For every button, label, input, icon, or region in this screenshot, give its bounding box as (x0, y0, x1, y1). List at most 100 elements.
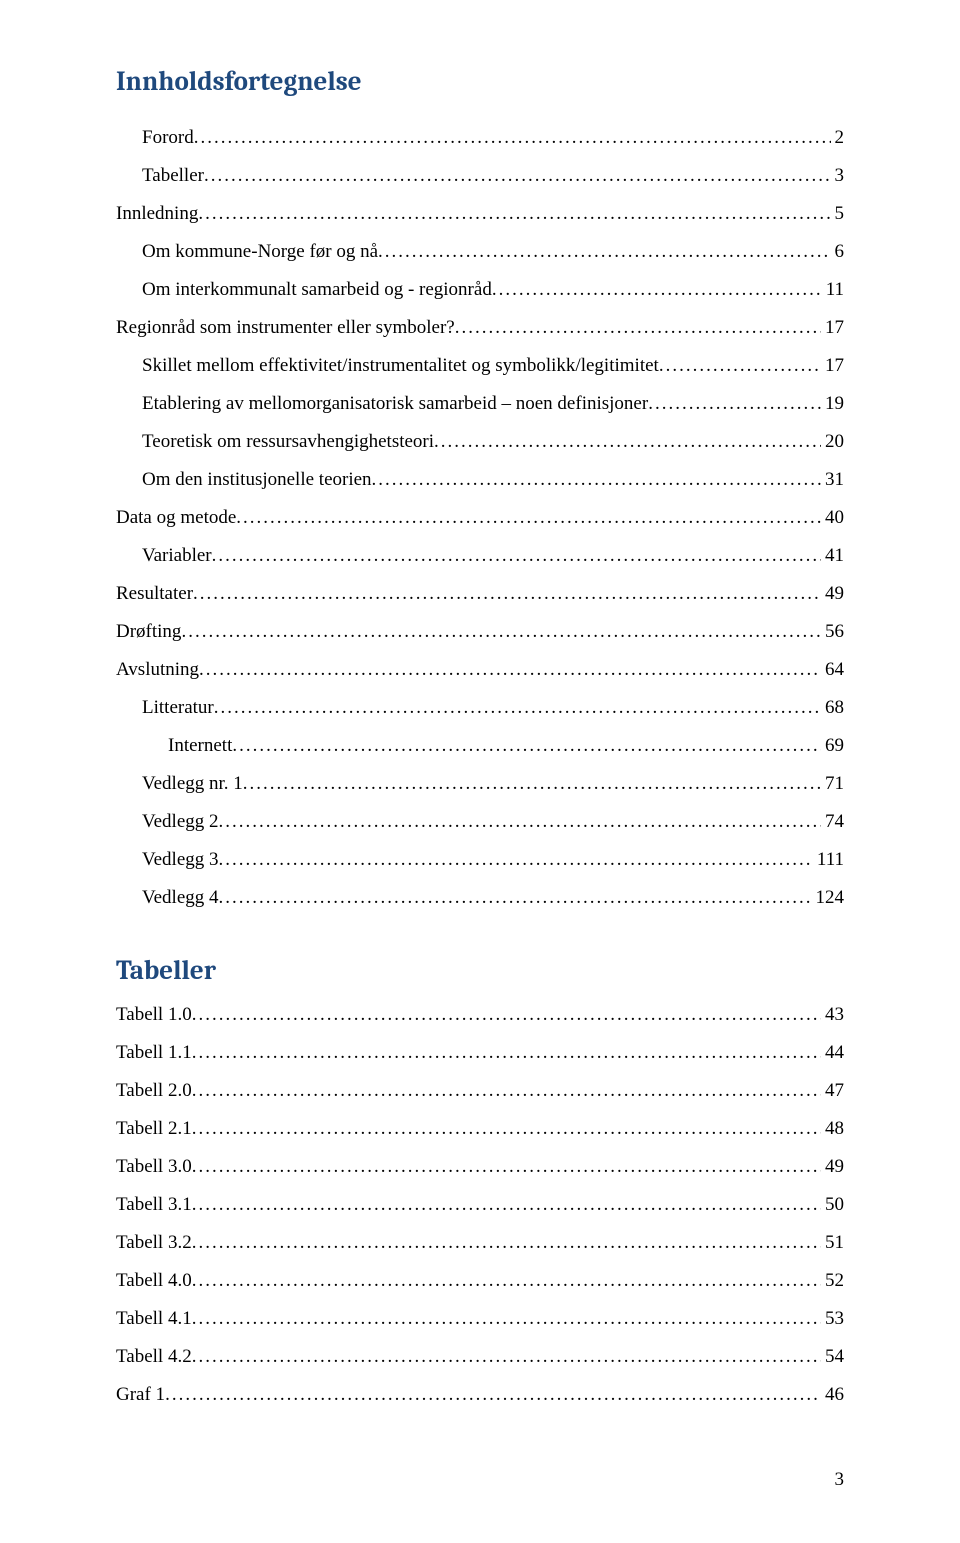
dot-leader (192, 1034, 821, 1072)
toc-entry[interactable]: Vedlegg 3 111 (116, 841, 844, 879)
toc-entry-label: Innledning (116, 195, 198, 233)
dot-leader (232, 727, 821, 765)
toc-entry[interactable]: Data og metode 40 (116, 499, 844, 537)
tables_list-entry-page: 48 (821, 1110, 844, 1148)
toc-entry-page: 2 (831, 119, 845, 157)
toc-entry[interactable]: Om den institusjonelle teorien 31 (116, 461, 844, 499)
toc-entry-label: Om den institusjonelle teorien (142, 461, 372, 499)
tables_list-entry-page: 53 (821, 1300, 844, 1338)
dot-leader (434, 423, 821, 461)
toc-entry-page: 6 (831, 233, 845, 271)
tables_list-entry[interactable]: Tabell 3.1 50 (116, 1186, 844, 1224)
toc-entry[interactable]: Resultater 49 (116, 575, 844, 613)
toc-entry[interactable]: Regionråd som instrumenter eller symbole… (116, 309, 844, 347)
toc-list: Forord 2Tabeller 3Innledning 5Om kommune… (116, 119, 844, 917)
dot-leader (181, 613, 821, 651)
dot-leader (192, 1224, 821, 1262)
toc-entry-label: Etablering av mellomorganisatorisk samar… (142, 385, 648, 423)
dot-leader (192, 1186, 821, 1224)
toc-entry[interactable]: Etablering av mellomorganisatorisk samar… (116, 385, 844, 423)
toc-entry[interactable]: Tabeller 3 (116, 157, 844, 195)
toc-entry-label: Om kommune-Norge før og nå (142, 233, 378, 271)
tables_list-entry[interactable]: Tabell 1.1 44 (116, 1034, 844, 1072)
toc-entry-label: Resultater (116, 575, 193, 613)
tables_list-entry-page: 46 (821, 1376, 844, 1414)
toc-entry[interactable]: Avslutning 64 (116, 651, 844, 689)
dot-leader (659, 347, 821, 385)
tables_list-entry[interactable]: Tabell 4.0 52 (116, 1262, 844, 1300)
tables_list-entry-label: Tabell 2.1 (116, 1110, 192, 1148)
toc-entry[interactable]: Vedlegg nr. 1 71 (116, 765, 844, 803)
toc-entry[interactable]: Om interkommunalt samarbeid og - regionr… (116, 271, 844, 309)
toc-entry[interactable]: Om kommune-Norge før og nå 6 (116, 233, 844, 271)
tables_list-entry[interactable]: Tabell 4.1 53 (116, 1300, 844, 1338)
toc-entry[interactable]: Teoretisk om ressursavhengighetsteori 20 (116, 423, 844, 461)
tables_list-entry-label: Tabell 2.0 (116, 1072, 192, 1110)
dot-leader (212, 537, 821, 575)
toc-entry-page: 17 (821, 309, 844, 347)
tables_list-entry[interactable]: Tabell 2.0 47 (116, 1072, 844, 1110)
dot-leader (219, 841, 813, 879)
tables_list-entry[interactable]: Tabell 3.0 49 (116, 1148, 844, 1186)
dot-leader (455, 309, 821, 347)
toc-entry[interactable]: Drøfting 56 (116, 613, 844, 651)
toc-entry-label: Variabler (142, 537, 212, 575)
toc-entry-page: 71 (821, 765, 844, 803)
dot-leader (192, 1148, 821, 1186)
tables_list-entry-label: Tabell 4.0 (116, 1262, 192, 1300)
tables_list-entry-label: Tabell 1.0 (116, 996, 192, 1034)
dot-leader (648, 385, 821, 423)
dot-leader (192, 1072, 821, 1110)
tables-heading: Tabeller (116, 955, 844, 986)
dot-leader (193, 575, 821, 613)
toc-entry-page: 17 (821, 347, 844, 385)
toc-entry[interactable]: Internett 69 (116, 727, 844, 765)
tables_list-entry[interactable]: Tabell 3.2 51 (116, 1224, 844, 1262)
toc-entry-label: Vedlegg 4 (142, 879, 219, 917)
toc-entry-label: Vedlegg 3 (142, 841, 219, 879)
tables_list-entry[interactable]: Tabell 1.0 43 (116, 996, 844, 1034)
dot-leader (372, 461, 821, 499)
toc-entry-label: Vedlegg nr. 1 (142, 765, 243, 803)
tables-list: Tabell 1.0 43Tabell 1.1 44Tabell 2.0 47T… (116, 996, 844, 1414)
toc-entry[interactable]: Vedlegg 4 124 (116, 879, 844, 917)
tables_list-entry[interactable]: Tabell 4.2 54 (116, 1338, 844, 1376)
toc-entry-page: 49 (821, 575, 844, 613)
toc-entry-page: 111 (813, 841, 844, 879)
tables_list-entry[interactable]: Graf 1 46 (116, 1376, 844, 1414)
toc-entry[interactable]: Forord 2 (116, 119, 844, 157)
tables_list-entry-label: Tabell 1.1 (116, 1034, 192, 1072)
dot-leader (192, 1262, 821, 1300)
toc-entry[interactable]: Innledning 5 (116, 195, 844, 233)
tables_list-entry-label: Tabell 3.1 (116, 1186, 192, 1224)
tables_list-entry-page: 51 (821, 1224, 844, 1262)
dot-leader (204, 157, 831, 195)
toc-entry-label: Tabeller (142, 157, 204, 195)
toc-entry-label: Regionråd som instrumenter eller symbole… (116, 309, 455, 347)
tables_list-entry-page: 54 (821, 1338, 844, 1376)
dot-leader (194, 119, 831, 157)
dot-leader (378, 233, 830, 271)
tables_list-entry[interactable]: Tabell 2.1 48 (116, 1110, 844, 1148)
dot-leader (199, 651, 821, 689)
toc-entry-page: 31 (821, 461, 844, 499)
tables_list-entry-page: 50 (821, 1186, 844, 1224)
toc-entry-page: 3 (831, 157, 845, 195)
toc-entry-page: 124 (812, 879, 845, 917)
toc-entry[interactable]: Variabler 41 (116, 537, 844, 575)
toc-entry-page: 41 (821, 537, 844, 575)
tables_list-entry-page: 49 (821, 1148, 844, 1186)
toc-entry[interactable]: Skillet mellom effektivitet/instrumental… (116, 347, 844, 385)
tables_list-entry-page: 43 (821, 996, 844, 1034)
toc-heading: Innholdsfortegnelse (116, 66, 844, 97)
tables_list-entry-label: Tabell 3.2 (116, 1224, 192, 1262)
toc-entry[interactable]: Litteratur 68 (116, 689, 844, 727)
tables_list-entry-label: Graf 1 (116, 1376, 165, 1414)
dot-leader (192, 996, 821, 1034)
dot-leader (219, 803, 821, 841)
toc-entry-label: Litteratur (142, 689, 214, 727)
toc-entry-page: 5 (831, 195, 845, 233)
toc-entry[interactable]: Vedlegg 2 74 (116, 803, 844, 841)
toc-entry-label: Data og metode (116, 499, 236, 537)
page-number: 3 (835, 1469, 845, 1491)
